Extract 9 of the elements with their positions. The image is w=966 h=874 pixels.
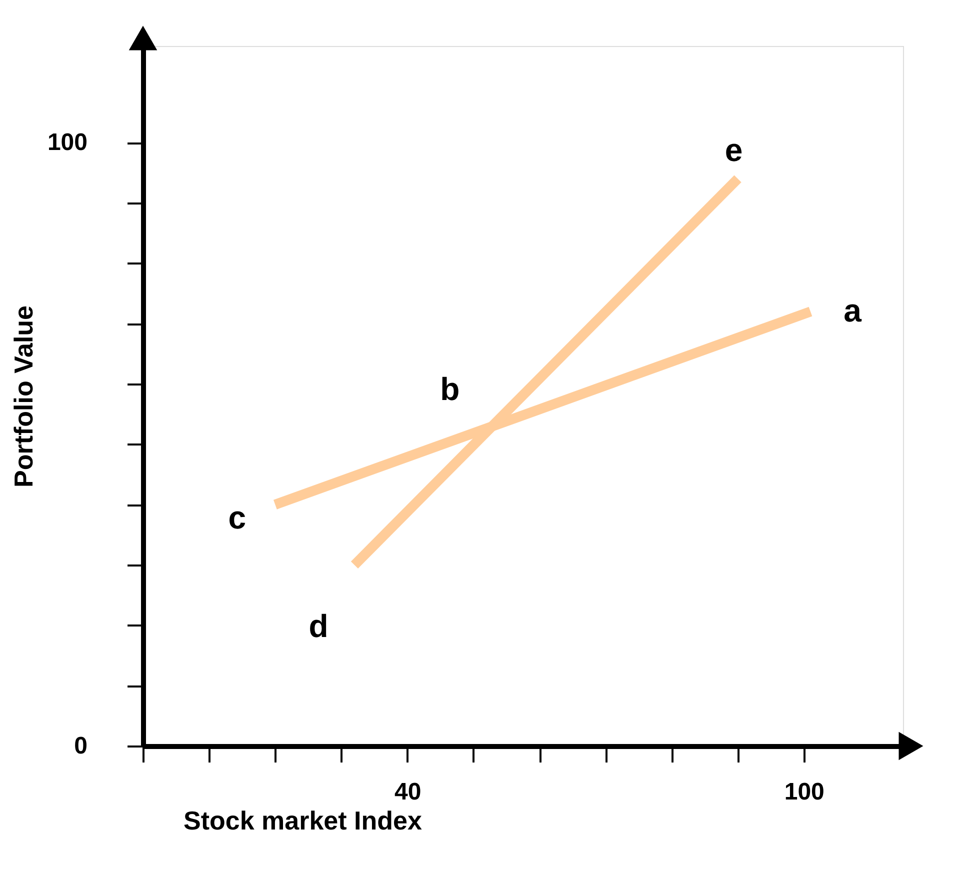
y-tick-label: 0 [74,732,88,760]
annotation: b [440,371,460,408]
y-axis-title: Portfolio Value [8,305,38,488]
x-axis-title: Stock market Index [184,806,422,836]
annotation: d [308,608,328,644]
annotation: c [228,500,246,536]
annotation: e [724,132,743,168]
annotation: a [844,292,862,329]
x-tick-label: 40 [394,778,422,806]
